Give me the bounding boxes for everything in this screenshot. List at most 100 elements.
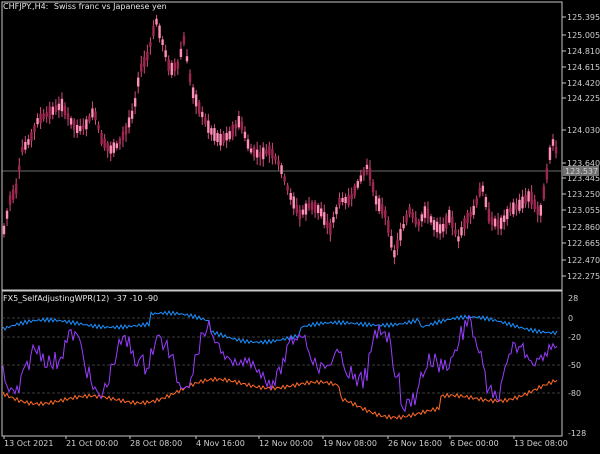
candle-body <box>286 185 289 191</box>
wpr-line <box>2 314 558 413</box>
candle-body <box>307 203 311 209</box>
candle-body <box>222 133 225 143</box>
candle-body <box>472 205 475 215</box>
candle-body <box>176 61 180 69</box>
candle-body <box>210 128 213 135</box>
candle-body <box>170 62 173 75</box>
candle-body <box>316 205 320 214</box>
candle-body <box>448 209 451 223</box>
candle-body <box>216 132 219 143</box>
candle-body <box>121 131 125 140</box>
candle-body <box>371 181 375 193</box>
candle-body <box>539 205 542 216</box>
indicator-scale-label: 0 <box>568 314 573 323</box>
indicator-frame <box>1 290 563 437</box>
candle-body <box>515 204 518 210</box>
candle-body <box>161 39 164 46</box>
candle-body <box>390 236 393 248</box>
candle-body <box>356 181 359 188</box>
candle-body <box>66 113 70 120</box>
time-tick-label: 6 Dec 00:00 <box>450 439 499 448</box>
indicator-name: FX5_SelfAdjustingWPR(12) <box>3 294 110 303</box>
candle-body <box>429 216 433 223</box>
candle-body <box>130 110 134 119</box>
candle-body <box>27 139 30 145</box>
price-tick-label: 124.810 <box>567 47 600 56</box>
candle-body <box>512 202 515 215</box>
candle-body <box>30 131 33 141</box>
candle-body <box>374 195 378 205</box>
candle-body <box>475 198 478 205</box>
candle-body <box>118 138 122 145</box>
candle-body <box>18 165 21 172</box>
candle-body <box>484 197 488 208</box>
candle-body <box>280 165 283 175</box>
candle-body <box>198 102 201 114</box>
candle-body <box>243 131 247 138</box>
candle-body <box>191 87 195 99</box>
candle-body <box>499 217 503 229</box>
candle-body <box>435 221 439 233</box>
candle-body <box>234 124 237 129</box>
candle-body <box>350 193 353 200</box>
candle-body <box>313 202 317 213</box>
candle-body <box>460 227 463 236</box>
indicator-lines <box>2 310 558 421</box>
candle-body <box>341 197 344 203</box>
candle-body <box>76 124 79 134</box>
candle-body <box>158 25 161 39</box>
candle-body <box>127 117 131 128</box>
price-tick-label: 122.665 <box>567 239 600 248</box>
candle-body <box>167 59 170 71</box>
candle-body <box>329 223 332 235</box>
candle-body <box>551 139 555 146</box>
candle-body <box>524 194 527 204</box>
price-tick-label: 125.395 <box>567 13 600 22</box>
candle-body <box>237 116 241 128</box>
price-axis: 125.395 125.005 124.810 124.615 124.420 124.2… <box>2 13 600 281</box>
candle-body <box>335 207 338 215</box>
candle-body <box>362 169 366 176</box>
candle-body <box>57 103 61 111</box>
candle-body <box>188 73 192 83</box>
candle-body <box>454 229 457 235</box>
price-tick-label: 123.640 <box>567 159 600 168</box>
time-tick-label: 28 Oct 08:00 <box>130 439 182 448</box>
candle-body <box>292 196 295 209</box>
candle-body <box>310 202 314 210</box>
candle-body <box>301 209 305 215</box>
candle-body <box>466 212 469 224</box>
candle-body <box>213 128 216 141</box>
candle-body <box>521 196 524 209</box>
candle-body <box>530 192 533 205</box>
candle-body <box>426 208 430 219</box>
candle-body <box>173 62 176 72</box>
candle-body <box>320 208 323 217</box>
candle-body <box>259 152 262 158</box>
candle-body <box>396 239 399 249</box>
candle-body <box>91 108 94 118</box>
candle-body <box>45 112 48 117</box>
indicator-scale-label: -128 <box>568 429 586 438</box>
candle-body <box>48 106 51 119</box>
candle-body <box>463 218 466 229</box>
candle-body <box>2 225 6 235</box>
time-tick-label: 13 Dec 08:00 <box>514 439 568 448</box>
indicator-scale-label: -20 <box>568 333 581 342</box>
candle-body <box>155 18 158 25</box>
candle-body <box>387 220 390 233</box>
candle-body <box>164 50 167 58</box>
candle-body <box>24 141 27 150</box>
indicator-scale-label: -80 <box>568 389 581 398</box>
candle-body <box>295 204 298 213</box>
candle-body <box>85 119 88 130</box>
candle-body <box>420 214 424 222</box>
candle-body <box>255 149 259 158</box>
indicator-scale-label: 28 <box>568 294 578 303</box>
candle-body <box>265 149 268 154</box>
candle-body <box>332 217 335 223</box>
candle-body <box>344 196 347 204</box>
time-tick-label: 4 Nov 16:00 <box>196 439 245 448</box>
